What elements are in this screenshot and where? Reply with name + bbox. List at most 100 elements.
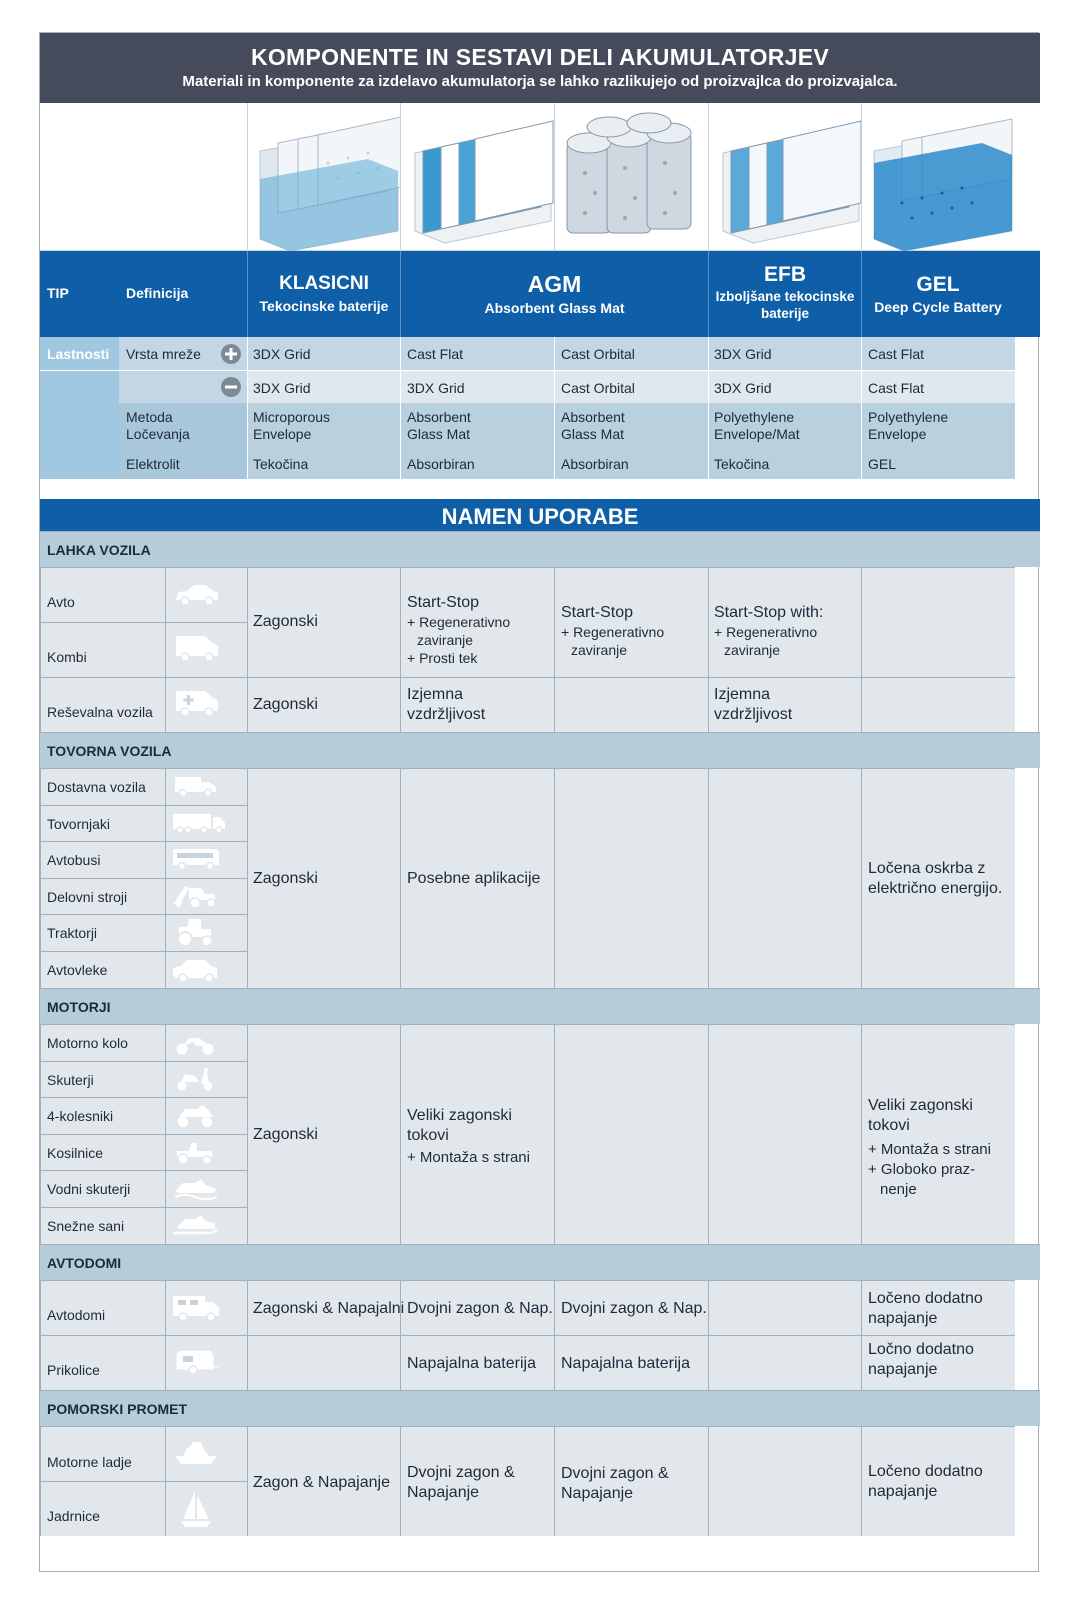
caravan-icon [176,1350,219,1375]
motorji-gel-l2: tokovi [868,1117,910,1134]
excavator-icon [173,886,216,909]
lahka-agm-orbital-l1: + Regenerativno [561,624,665,640]
motorji-gel-l5: nenje [880,1181,917,1198]
lahka-efb-l2: zaviranje [724,642,781,658]
minus-grid-gel: Cast Flat [868,380,925,396]
motorji-klasicni: Zagonski [253,1126,318,1143]
resevalna-klasicni: Zagonski [253,696,318,713]
plus-grid-efb: 3DX Grid [714,346,772,362]
row-kosilnice [40,1134,165,1170]
agm-flat-battery-illustration [400,103,554,251]
elektrolit-label: Elektrolit [126,456,180,472]
row-kombi [40,622,165,677]
mower-icon [177,1143,213,1165]
minus-grid-agm-flat: 3DX Grid [407,380,465,396]
label-delovni-stroji: Delovni stroji [47,889,128,905]
type-header-row: TIP Definicija KLASICNI Tekocinske bater… [40,251,1040,337]
gel-battery-illustration [861,103,1015,252]
pomorski-klasicni: Zagon & Napajanje [253,1474,390,1491]
page-header: KOMPONENTE IN SESTAVI DELI AKUMULATORJEV… [40,33,1040,103]
snowmobile-icon [173,1215,219,1235]
delivery-truck-icon [175,777,216,798]
plus-grid-agm-flat: Cast Flat [407,346,464,362]
avtodomi-agm-flat: Dvojni zagon & Nap. [407,1300,553,1317]
label-kombi: Kombi [47,649,87,665]
agm-subtitle: Absorbent Glass Mat [484,300,625,316]
lahka-klasicni: Zagonski [253,613,318,630]
lahka-efb-l1: + Regenerativno [714,624,818,640]
label-jadrnice: Jadrnice [47,1508,100,1524]
motorji-gel-l1: Veliki zagonski [868,1097,973,1114]
page-title: KOMPONENTE IN SESTAVI DELI AKUMULATORJEV [250,44,830,70]
row-motorno-kolo [40,1024,165,1061]
elektrolit-agm-orbital: Absorbiran [561,456,629,472]
label-prikolice: Prikolice [47,1362,100,1378]
label-kosilnice: Kosilnice [47,1145,104,1161]
label-traktorji: Traktorji [47,925,98,941]
row-skuterji [40,1061,165,1097]
lahka-agm-flat-title: Start-Stop [407,594,480,611]
motorbike-icon [175,1038,215,1056]
avtodomi-agm-orbital: Dvojni zagon & Nap. [561,1300,707,1317]
metoda-label: Metoda Ločevanja [126,409,190,442]
row-motorne-ladje [40,1426,165,1481]
avtodomi-gel: Ločeno dodatno napajanje [868,1290,983,1327]
jetski-icon [174,1179,218,1200]
metoda-agm-flat: Absorbent Glass Mat [407,409,471,442]
tow-truck-icon [173,960,217,983]
row-avtodomi [40,1280,165,1335]
lahka-agm-orbital-title: Start-Stop [561,604,634,621]
type-gel: GEL Deep Cycle Battery [861,251,1014,337]
resevalna-agm: Izjemna vzdržljivost [407,686,486,723]
label-tovornjaki: Tovornjaki [47,816,111,832]
label-motorno-kolo: Motorno kolo [47,1035,128,1051]
battery-illustrations [40,103,1040,252]
row-dostavna [40,768,165,805]
row-resevalna [40,677,165,732]
efb-subtitle: Izboljšane tekocinske baterije [715,289,855,321]
vrsta-mreze-label: Vrsta mreže [126,346,201,362]
efb-battery-illustration [708,103,862,251]
category-motorji: MOTORJI [40,988,1040,1024]
agm-title: AGM [527,271,582,297]
avtodomi-klasicni: Zagonski & Napajalni [253,1300,405,1317]
category-avtodomi: AVTODOMI [40,1244,1040,1280]
category-lahka-vozila: LAHKA VOZILA [40,531,1040,567]
label-avto: Avto [47,594,75,610]
row-avtobusi [40,841,165,878]
klasicni-title: KLASICNI [279,273,369,294]
sailboat-icon [181,1491,211,1527]
motorboat-icon [175,1442,217,1464]
motorji-gel-l4: + Globoko praz- [868,1161,976,1178]
prikolice-agm-flat: Napajalna baterija [407,1355,536,1372]
ambulance-icon [176,691,218,717]
row-4-kolesniki [40,1097,165,1134]
row-delovni-stroji [40,878,165,914]
label-avtodomi: Avtodomi [47,1307,106,1323]
row-tovornjaki [40,805,165,841]
tovorna-gel: Ločena oskrba z električno energijo. [868,860,1003,897]
lahka-efb-title: Start-Stop with: [714,604,824,621]
label-4-kolesniki: 4-kolesniki [47,1108,114,1124]
tovorna-agm: Posebne aplikacije [407,870,541,887]
minus-grid-agm-orbital: Cast Orbital [561,380,635,396]
van-icon [176,636,218,662]
prikolice-gel: Ločno dodatno napajanje [868,1341,974,1378]
lahka-agm-orbital-l2: zaviranje [571,642,628,658]
elektrolit-efb: Tekočina [714,456,770,472]
row-vodni-skuterji [40,1170,165,1207]
pomorski-agm-orbital: Dvojni zagon & Napajanje [561,1465,669,1502]
tractor-icon [177,919,213,947]
motorji-agm-l3: + Montaža s strani [407,1149,530,1166]
lastnosti-label: Lastnosti [47,346,110,362]
lahka-agm-flat-l2: zaviranje [417,632,474,648]
row-avtovleke [40,951,165,988]
bus-icon [173,849,219,871]
elektrolit-gel: GEL [868,456,897,472]
label-skuterji: Skuterji [47,1072,94,1088]
metoda-agm-orbital: Absorbent Glass Mat [561,409,625,442]
row-avto [40,567,165,622]
label-snezne-sani: Snežne sani [47,1218,125,1234]
plus-grid-agm-orbital: Cast Orbital [561,346,635,362]
klasicni-subtitle: Tekocinske baterije [259,298,389,314]
